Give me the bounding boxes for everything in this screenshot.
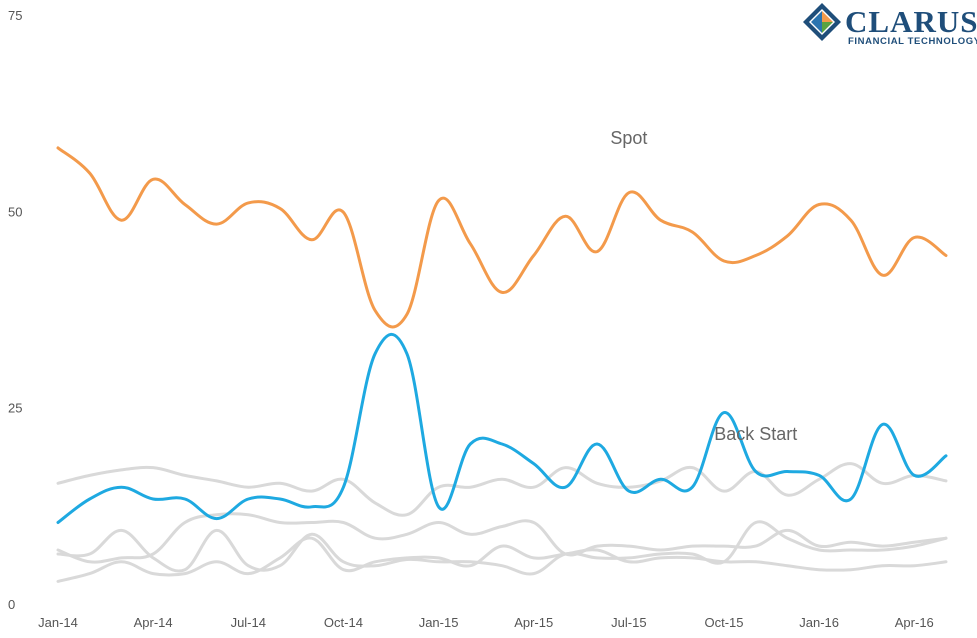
clarus-logo: CLARUS FINANCIAL TECHNOLOGY <box>803 3 977 47</box>
series-back-start-line <box>56 332 948 524</box>
x-tick-label: Jul-14 <box>231 615 266 630</box>
annotations: Spot Back Start <box>610 128 797 444</box>
y-tick-label: 25 <box>8 401 22 416</box>
series-grey-line-2 <box>56 462 948 517</box>
x-tick-label: Apr-15 <box>514 615 553 630</box>
series-spot-line <box>56 146 948 329</box>
annotation-back-start: Back Start <box>714 424 797 444</box>
x-tick-label: Oct-14 <box>324 615 363 630</box>
logo-wordmark: CLARUS <box>845 4 977 39</box>
x-axis-ticks: Jan-14 Apr-14 Jul-14 Oct-14 Jan-15 Apr-15 Jul-… <box>38 615 934 630</box>
y-tick-label: 50 <box>8 204 22 219</box>
series-lines <box>56 146 948 583</box>
x-tick-label: Apr-16 <box>895 615 934 630</box>
annotation-spot: Spot <box>610 128 647 148</box>
x-tick-label: Jul-15 <box>611 615 646 630</box>
x-tick-label: Oct-15 <box>704 615 743 630</box>
y-tick-label: 75 <box>8 8 22 23</box>
series-grey-line-3 <box>56 520 948 576</box>
logo-tagline: FINANCIAL TECHNOLOGY <box>848 36 977 47</box>
series-grey-line-5 <box>56 536 948 583</box>
y-tick-label: 0 <box>8 597 15 612</box>
logo-diamond-icon <box>803 3 841 41</box>
x-tick-label: Jan-15 <box>419 615 459 630</box>
series-grey-line-4 <box>56 512 948 564</box>
x-tick-label: Jan-14 <box>38 615 78 630</box>
x-tick-label: Jan-16 <box>799 615 839 630</box>
x-tick-label: Apr-14 <box>134 615 173 630</box>
y-axis-ticks: 0 25 50 75 <box>8 8 22 612</box>
